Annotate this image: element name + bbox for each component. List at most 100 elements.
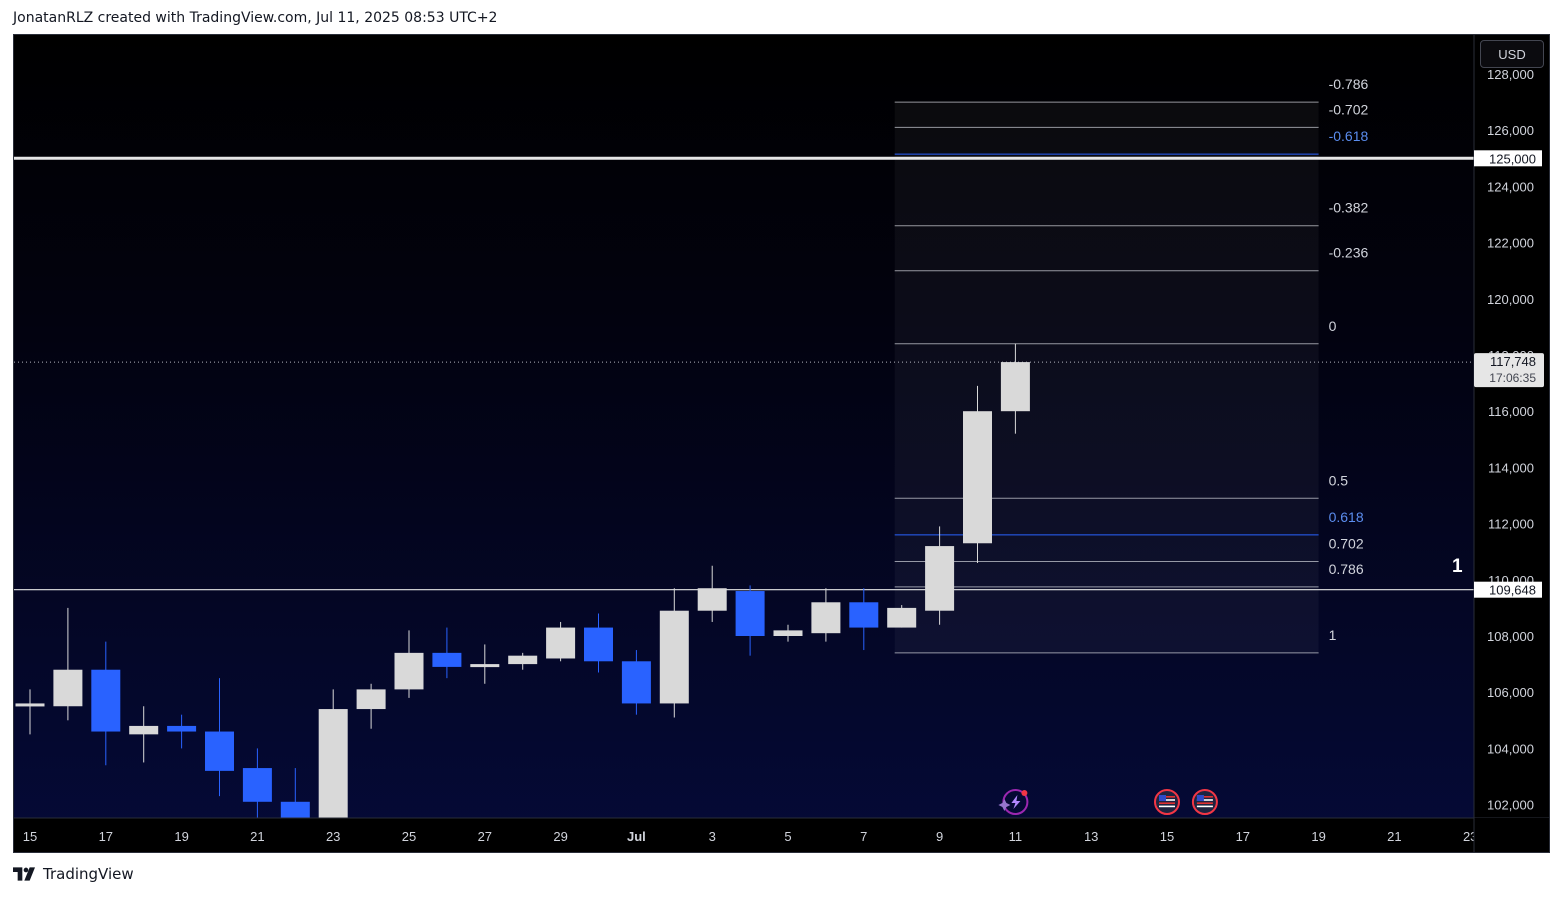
candle-body: [925, 546, 955, 611]
level-price-badge: [1474, 581, 1542, 598]
time-tick-label: 3: [709, 829, 716, 844]
annotation-text[interactable]: 1: [1452, 556, 1463, 577]
time-tick-label: 15: [1160, 829, 1174, 844]
candle[interactable]: [925, 526, 955, 625]
chart-background: [14, 35, 1549, 852]
time-tick-label: 17: [99, 829, 113, 844]
candle-body: [735, 591, 765, 636]
price-tick-label: 128,000: [1487, 67, 1534, 82]
time-tick-label: 23: [326, 829, 340, 844]
time-tick-label: 13: [1084, 829, 1098, 844]
price-tick-label: 108,000: [1487, 629, 1534, 644]
chart-panel[interactable]: -0.786 -0.702 -0.618 -0.382 -0.236 0 0.5 0.618 0…: [13, 34, 1550, 853]
candle[interactable]: [356, 683, 386, 729]
candle[interactable]: [849, 588, 879, 651]
level-price-badge: [1474, 150, 1542, 167]
bar-countdown-label: 17:06:35: [1489, 371, 1536, 385]
candle[interactable]: [697, 565, 727, 622]
candle[interactable]: [167, 714, 197, 749]
time-tick-label: 25: [402, 829, 416, 844]
candle[interactable]: [432, 627, 462, 679]
fib-level-label: 0.702: [1329, 536, 1364, 552]
current-price-badge: [1474, 353, 1544, 388]
candle[interactable]: [205, 678, 234, 797]
candle-body: [697, 588, 727, 611]
time-tick-label: 15: [23, 829, 37, 844]
us-flag-icon[interactable]: [1191, 789, 1218, 815]
price-tick-label: 120,000: [1487, 292, 1534, 307]
fib-level-label: 0.786: [1329, 561, 1364, 577]
candle[interactable]: [773, 624, 803, 642]
time-tick-label: 19: [174, 829, 188, 844]
candle-body: [811, 602, 841, 634]
time-tick-label: 19: [1311, 829, 1325, 844]
candle[interactable]: [15, 689, 45, 735]
fib-level-label: 1: [1329, 627, 1337, 643]
candle-body: [963, 411, 992, 544]
sparkle-lightning-icon[interactable]: [998, 789, 1029, 815]
tradingview-brand-text: TradingView: [43, 865, 134, 883]
fib-level-label: -0.786: [1329, 76, 1369, 92]
price-tick-label: 126,000: [1487, 123, 1534, 138]
time-tick-label: 27: [478, 829, 492, 844]
price-tick-label: 116,000: [1488, 404, 1534, 419]
candle[interactable]: [470, 644, 500, 684]
fib-level-label: -0.702: [1329, 101, 1369, 117]
current-price-label: 117,748: [1490, 354, 1536, 369]
time-tick-label: 17: [1236, 829, 1250, 844]
candle[interactable]: [887, 605, 917, 628]
time-tick-label: 9: [936, 829, 943, 844]
candle-body: [432, 652, 462, 667]
candle[interactable]: [53, 607, 83, 721]
tradingview-logo[interactable]: TradingView: [13, 865, 134, 883]
time-tick-label: 21: [1387, 829, 1401, 844]
time-axis[interactable]: [14, 818, 1550, 853]
fib-level-label: 0.5: [1329, 472, 1349, 488]
fib-retracement-area[interactable]: [894, 102, 1319, 653]
candle[interactable]: [508, 652, 538, 670]
candle[interactable]: [1000, 343, 1030, 434]
candle[interactable]: [546, 621, 576, 662]
candle-body: [773, 630, 803, 636]
fib-level-label: 0: [1329, 318, 1337, 334]
candlestick-chart[interactable]: -0.786 -0.702 -0.618 -0.382 -0.236 0 0.5 0.618 0…: [14, 35, 1550, 853]
candle[interactable]: [394, 630, 424, 698]
candle-body: [91, 669, 121, 732]
currency-selector-button[interactable]: USD: [1480, 40, 1544, 68]
candle-body: [394, 652, 424, 690]
candle-body: [53, 669, 83, 707]
candle-body: [584, 627, 613, 662]
candle[interactable]: [584, 613, 613, 673]
price-tick-label: 102,000: [1487, 798, 1534, 813]
candle[interactable]: [91, 641, 121, 766]
candle-body: [659, 610, 689, 704]
candle-body: [167, 725, 197, 732]
time-tick-label: 11: [1009, 829, 1023, 844]
candle[interactable]: [811, 588, 841, 642]
candle-body: [470, 664, 500, 668]
fib-level-label: -0.236: [1329, 245, 1369, 261]
tradingview-logo-icon: [13, 867, 35, 881]
candle[interactable]: [242, 748, 272, 819]
axis-corner: [1474, 818, 1549, 852]
fib-level-label: -0.382: [1329, 200, 1369, 216]
candle-body: [849, 602, 879, 628]
price-tick-label: 122,000: [1487, 236, 1534, 251]
candle-body: [318, 709, 348, 836]
candle[interactable]: [621, 650, 651, 715]
level-price-label: 109,648: [1489, 583, 1536, 598]
candle[interactable]: [659, 588, 689, 718]
us-flag-icon[interactable]: [1154, 789, 1180, 815]
candle[interactable]: [963, 385, 992, 563]
candle[interactable]: [129, 706, 159, 763]
chart-attribution: JonatanRLZ created with TradingView.com,…: [13, 10, 498, 26]
candle-body: [242, 768, 272, 802]
time-tick-label: 7: [860, 829, 867, 844]
candle[interactable]: [735, 585, 765, 656]
price-tick-label: 124,000: [1487, 179, 1534, 194]
candle-body: [1000, 362, 1030, 412]
level-price-label: 125,000: [1489, 151, 1536, 166]
price-tick-label: 104,000: [1487, 741, 1534, 756]
time-tick-label: Jul: [627, 829, 646, 844]
price-tick-label: 112,000: [1488, 517, 1534, 532]
